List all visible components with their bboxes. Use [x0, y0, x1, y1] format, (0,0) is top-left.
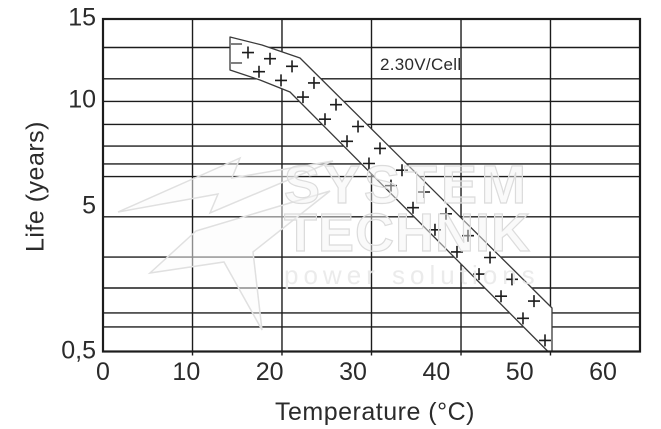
plus-marker	[396, 164, 409, 177]
plus-marker	[418, 186, 431, 198]
x-tick-label-20: 20	[255, 357, 284, 386]
plus-marker	[352, 120, 365, 133]
plus-marker	[439, 207, 452, 220]
plus-marker	[286, 60, 299, 73]
x-tick-label-50: 50	[505, 357, 534, 386]
plus-marker	[428, 223, 441, 236]
plus-marker	[527, 295, 540, 308]
x-tick-label-30: 30	[339, 357, 367, 386]
x-axis-title: Temperature (°C)	[275, 398, 475, 426]
y-tick-label-5: 5	[82, 191, 96, 220]
plus-marker	[373, 142, 386, 155]
plus-marker	[484, 251, 497, 264]
cell-voltage-annotation: 2.30V/Cell	[380, 55, 462, 74]
plus-marker	[505, 273, 518, 286]
plus-marker	[296, 91, 309, 104]
x-tick-label-0: 0	[96, 357, 110, 386]
plus-marker	[307, 76, 320, 89]
plus-marker	[495, 290, 508, 303]
plus-marker	[384, 179, 397, 192]
plus-marker	[539, 334, 552, 347]
plus-marker	[275, 74, 288, 87]
x-tick-label-40: 40	[422, 357, 451, 386]
y-tick-label-15: 15	[68, 3, 96, 32]
plus-marker	[341, 135, 354, 148]
y-tick-label-0_5: 0,5	[61, 335, 96, 364]
x-tick-label-10: 10	[172, 357, 201, 386]
life-band-area	[229, 36, 553, 353]
plus-marker	[461, 229, 474, 242]
plus-marker	[473, 268, 486, 281]
plus-marker	[407, 201, 420, 214]
y-axis-title: Life (years)	[21, 120, 50, 253]
plus-marker	[318, 113, 331, 126]
plus-marker	[362, 157, 375, 170]
plus-marker	[516, 312, 529, 325]
plus-marker	[330, 98, 343, 111]
plus-marker	[264, 52, 277, 65]
plot-border	[101, 17, 642, 353]
plus-marker	[450, 245, 463, 258]
y-tick-label-10: 10	[68, 85, 96, 114]
plus-marker	[252, 65, 265, 78]
x-tick-label-60: 60	[589, 357, 617, 386]
plus-marker	[241, 46, 254, 59]
